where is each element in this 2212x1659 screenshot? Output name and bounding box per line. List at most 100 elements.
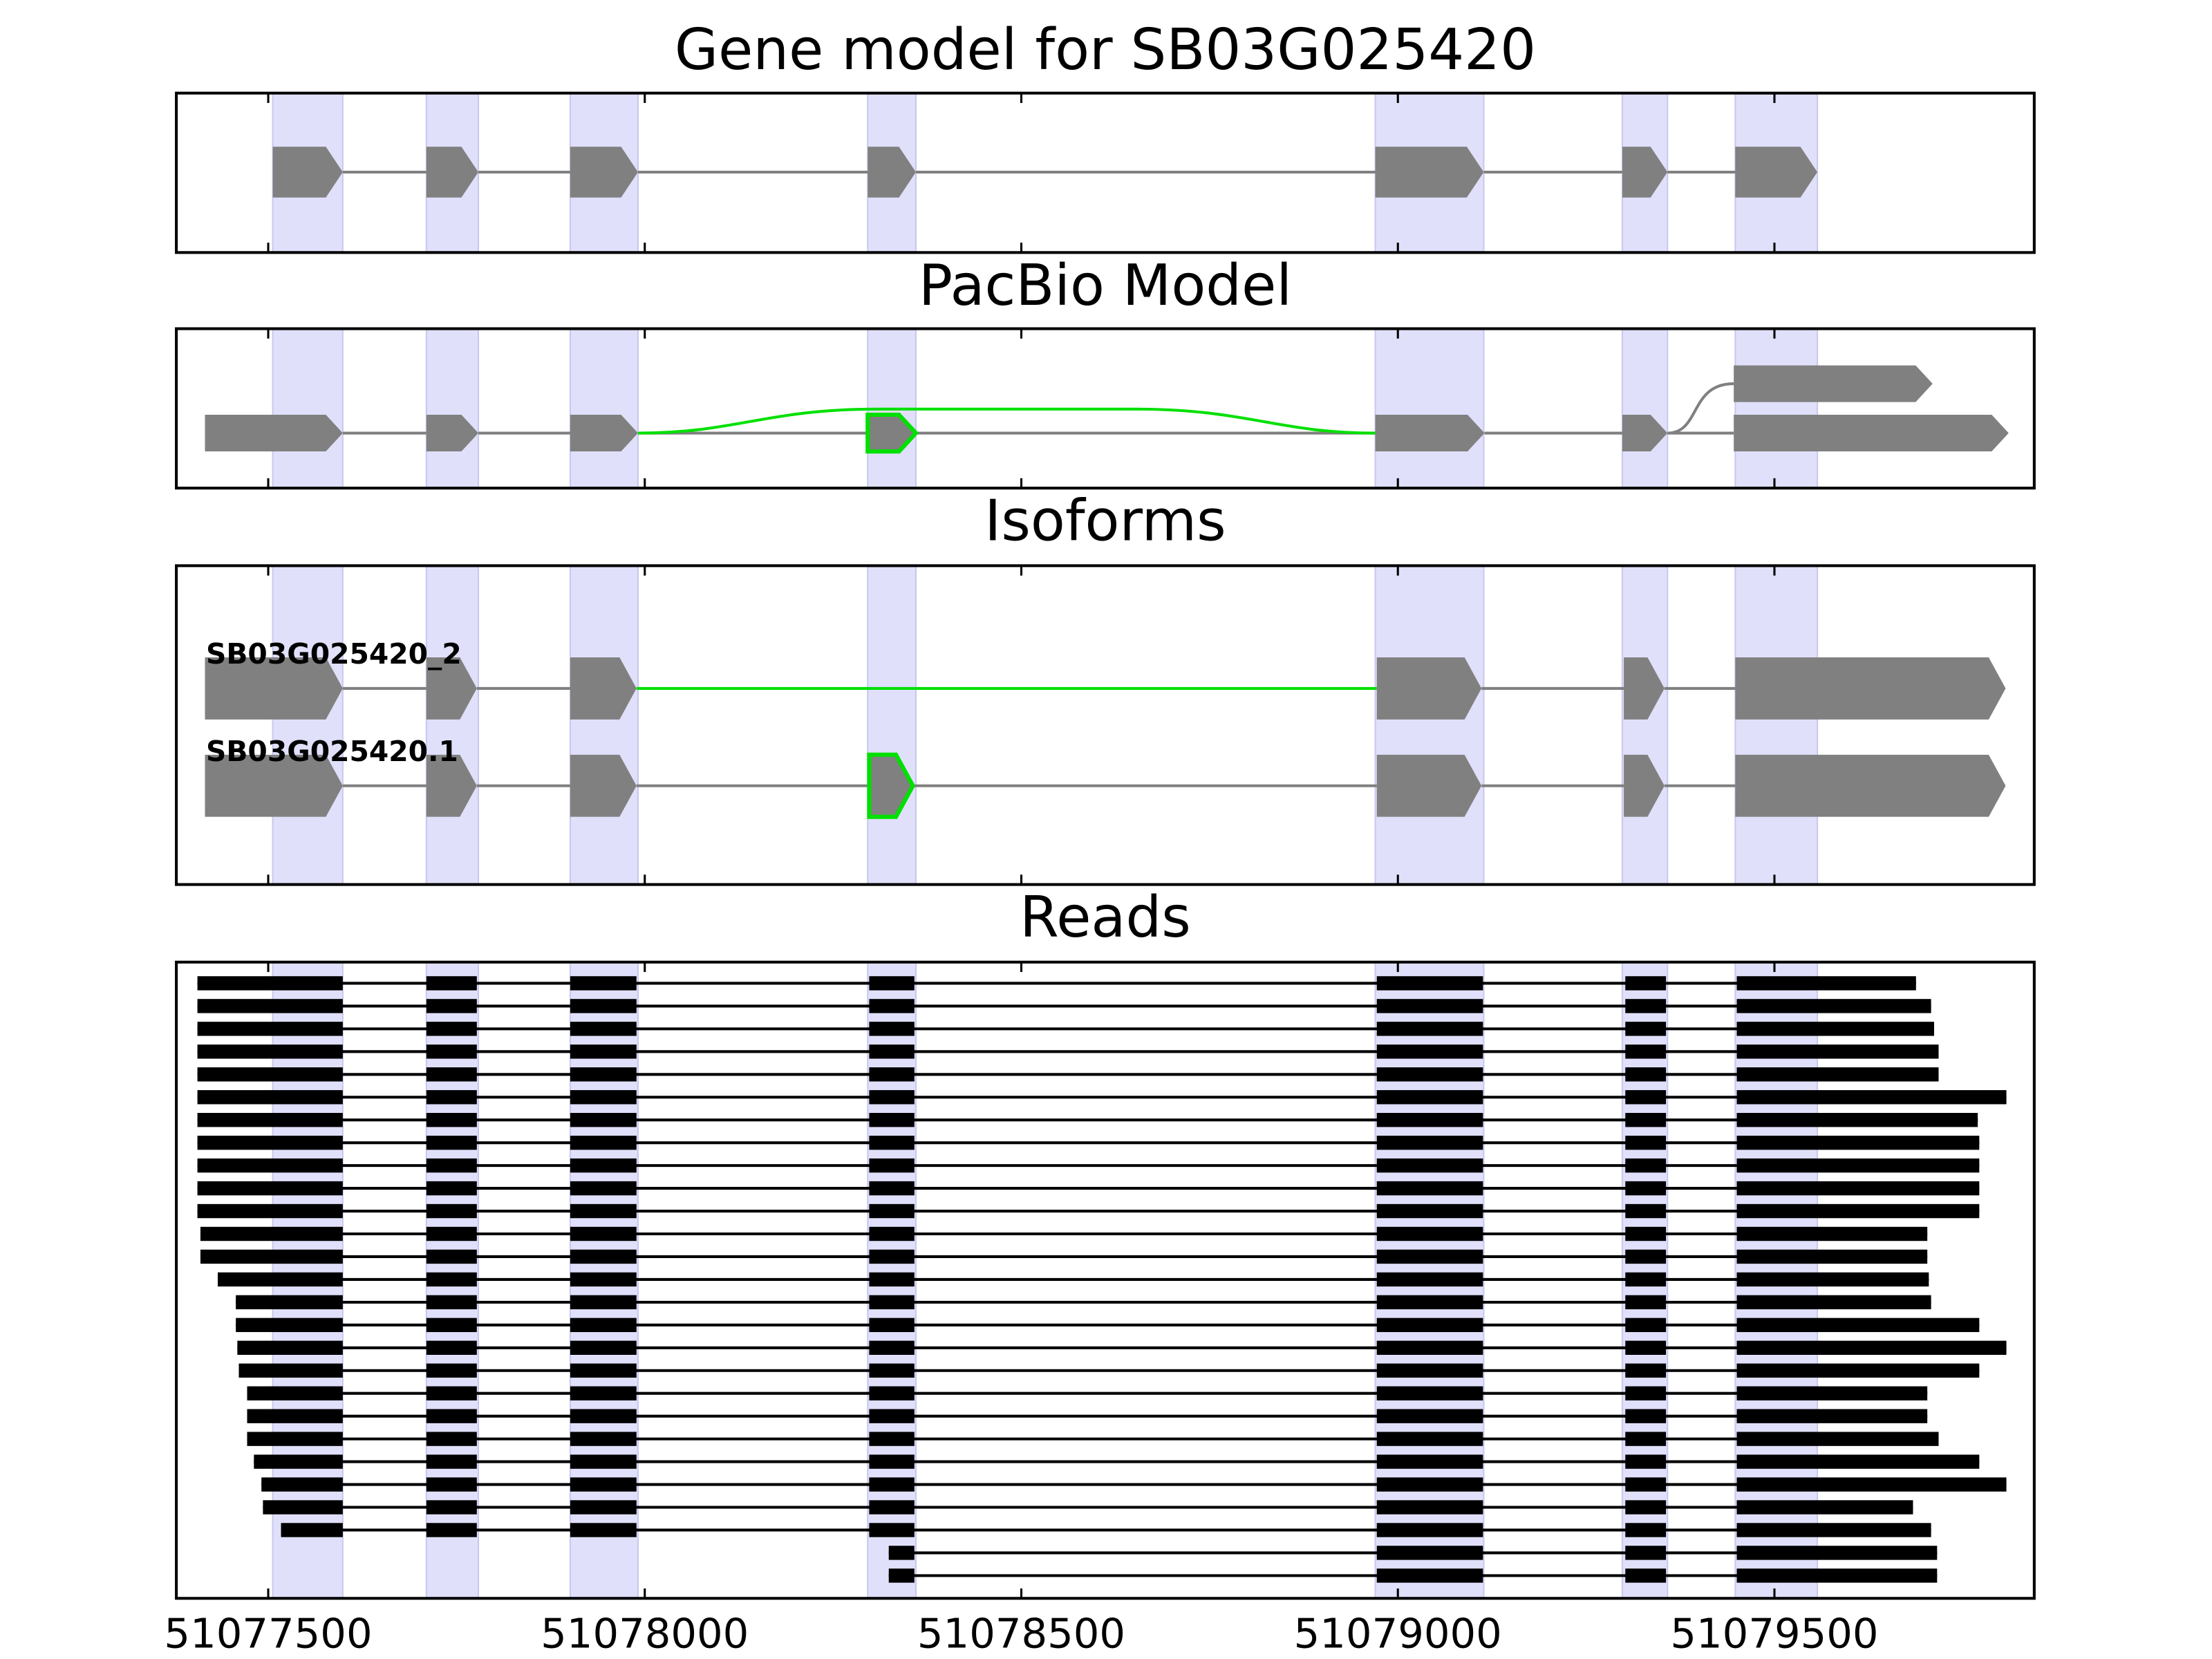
read-block — [1736, 1067, 1939, 1082]
read-block — [1376, 1090, 1483, 1105]
read-block — [869, 1363, 915, 1378]
read-block — [1376, 1203, 1483, 1219]
read-block — [426, 1113, 477, 1127]
read-block — [1376, 1568, 1483, 1583]
read-block — [570, 1135, 637, 1150]
x-tick-label: 51078500 — [917, 1609, 1125, 1657]
panel-title: PacBio Model — [919, 253, 1292, 319]
read-block — [426, 1295, 477, 1310]
read-block — [570, 1318, 637, 1333]
read-block — [197, 1113, 343, 1127]
read-block — [426, 1067, 477, 1082]
read-block — [1736, 1158, 1980, 1173]
read-block — [1625, 1568, 1667, 1583]
read-block — [869, 1203, 915, 1219]
read-block — [1625, 1523, 1667, 1537]
exon-highlight — [1621, 328, 1669, 489]
read-block — [197, 1158, 343, 1173]
read-block — [1736, 999, 1931, 1013]
read-block — [1625, 1203, 1667, 1219]
read-block — [426, 1454, 477, 1469]
read-block — [1736, 1135, 1980, 1150]
read-block — [1625, 1500, 1667, 1515]
read-block — [869, 1067, 915, 1082]
read-block — [1736, 1181, 1980, 1196]
read-block — [1736, 976, 1916, 991]
read-block — [869, 1477, 915, 1492]
exon-highlight — [425, 565, 480, 885]
read-block — [254, 1454, 343, 1469]
exon — [205, 415, 343, 452]
read-block — [570, 1044, 637, 1059]
read-block — [426, 1500, 477, 1515]
exon-highlight — [272, 328, 344, 489]
read-block — [426, 1181, 477, 1196]
read-block — [261, 1477, 343, 1492]
read-block — [1625, 1226, 1667, 1241]
read-block — [1376, 1318, 1483, 1333]
read-block — [1625, 1158, 1667, 1173]
read-block — [1625, 1546, 1667, 1560]
read-block — [426, 976, 477, 991]
read-block — [426, 1249, 477, 1264]
read-block — [236, 1295, 343, 1310]
read-block — [869, 1318, 915, 1333]
read-block — [570, 1272, 637, 1287]
exon — [1735, 754, 2006, 817]
read-block — [1736, 1272, 1929, 1287]
panel-title: Gene model for SB03G025420 — [675, 17, 1536, 83]
read-block — [869, 1249, 915, 1264]
read-block — [869, 1226, 915, 1241]
read-block — [1736, 1226, 1928, 1241]
read-block — [1625, 976, 1667, 991]
read-block — [197, 1181, 343, 1196]
x-tick-label: 51079500 — [1670, 1609, 1878, 1657]
read-block — [1736, 1409, 1928, 1423]
exon — [1375, 415, 1485, 452]
read-block — [570, 1432, 637, 1446]
read-block — [197, 976, 343, 991]
read-block — [1736, 1500, 1913, 1515]
read-block — [570, 1158, 637, 1173]
read-block — [1625, 1363, 1667, 1378]
exon — [205, 754, 343, 817]
read-block — [570, 1363, 637, 1378]
read-block — [570, 1295, 637, 1310]
read-block — [888, 1568, 915, 1583]
x-tick-label: 51078000 — [541, 1609, 749, 1657]
read-block — [197, 1067, 343, 1082]
exon — [868, 147, 916, 198]
read-block — [869, 1409, 915, 1423]
read-block — [869, 1295, 915, 1310]
read-block — [570, 1226, 637, 1241]
read-block — [869, 1113, 915, 1127]
read-block — [1625, 1135, 1667, 1150]
read-block — [426, 1386, 477, 1400]
read-block — [263, 1500, 343, 1515]
exon-highlight — [867, 565, 917, 885]
read-block — [1736, 1454, 1980, 1469]
panel-title: Isoforms — [984, 489, 1226, 554]
read-block — [1376, 1181, 1483, 1196]
read-block — [1736, 1022, 1934, 1036]
read-block — [1625, 1318, 1667, 1333]
read-block — [869, 999, 915, 1013]
exon — [570, 147, 638, 198]
read-block — [570, 1454, 637, 1469]
read-block — [247, 1386, 343, 1400]
read-block — [426, 1523, 477, 1537]
read-block — [426, 1158, 477, 1173]
exon — [1735, 147, 1818, 198]
exon-highlight — [569, 565, 639, 885]
exon-highlight — [1734, 565, 1819, 885]
read-block — [1736, 1203, 1980, 1219]
exon — [1624, 657, 1665, 720]
read-block — [570, 1249, 637, 1264]
read-block — [1736, 1363, 1980, 1378]
read-block — [1736, 1295, 1931, 1310]
read-block — [869, 1386, 915, 1400]
read-block — [426, 1135, 477, 1150]
read-block — [200, 1249, 343, 1264]
